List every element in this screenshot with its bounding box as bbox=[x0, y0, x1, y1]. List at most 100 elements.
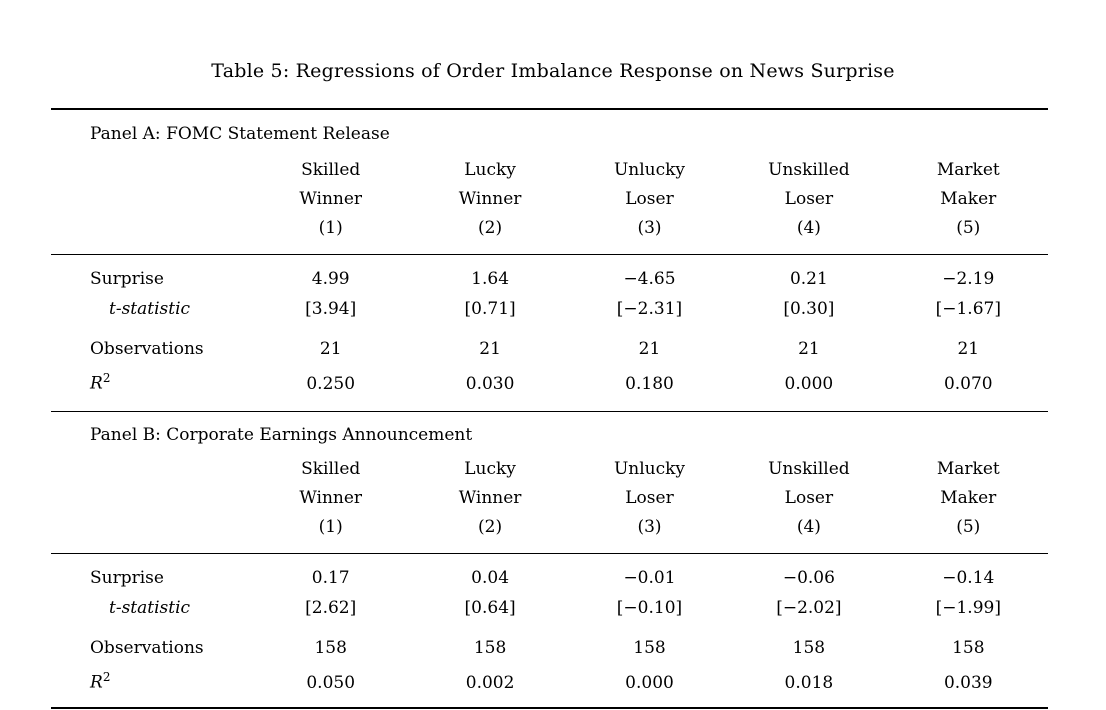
column-number: (4) bbox=[796, 218, 821, 238]
value-cell: 0.17 bbox=[311, 568, 350, 589]
table-row-observations-b: Observations 158 158 158 158 158 bbox=[51, 633, 1048, 663]
value-cell: 158 bbox=[792, 638, 826, 659]
column-header-line1: Unskilled bbox=[768, 459, 850, 480]
column-number: (1) bbox=[318, 218, 343, 238]
r-squared-base: R bbox=[90, 373, 103, 394]
row-label-surprise: Surprise bbox=[90, 269, 164, 289]
table-row-observations-a: Observations 21 21 21 21 21 bbox=[51, 334, 1048, 364]
value-cell: 158 bbox=[473, 638, 507, 659]
value-cell: −2.19 bbox=[942, 269, 995, 289]
column-header-line1: Unskilled bbox=[768, 160, 850, 180]
panel-b-header-rule bbox=[51, 553, 1048, 555]
value-cell: [−1.67] bbox=[935, 299, 1001, 319]
value-cell: 0.039 bbox=[943, 672, 993, 693]
value-cell: 21 bbox=[479, 339, 501, 359]
column-header-unlucky-loser: Unlucky Loser (3) bbox=[570, 455, 729, 542]
panel-a: Panel A: FOMC Statement Release Skilled … bbox=[51, 110, 1048, 411]
value-cell: 0.000 bbox=[784, 373, 834, 394]
column-header-line1: Market bbox=[936, 459, 1000, 480]
value-cell: [0.64] bbox=[464, 598, 516, 619]
column-number: (3) bbox=[637, 218, 662, 238]
panel-b-header-row: Skilled Winner (1) Lucky Winner (2) Unlu… bbox=[51, 455, 1048, 542]
column-header-line2: Loser bbox=[625, 488, 674, 509]
value-cell: [3.94] bbox=[305, 299, 357, 319]
column-header-unskilled-loser: Unskilled Loser (4) bbox=[729, 156, 888, 243]
value-cell: 21 bbox=[798, 339, 820, 359]
panel-a-title: Panel A: FOMC Statement Release bbox=[90, 124, 390, 144]
column-header-market-maker: Market Maker (5) bbox=[889, 156, 1048, 243]
panel-a-header-row: Skilled Winner (1) Lucky Winner (2) Unlu… bbox=[51, 156, 1048, 243]
value-cell: 21 bbox=[638, 339, 661, 359]
column-header-line2: Winner bbox=[458, 488, 522, 509]
column-number: (2) bbox=[478, 517, 503, 538]
column-header-line2: Winner bbox=[299, 189, 363, 209]
column-header-line1: Market bbox=[936, 160, 1000, 180]
column-header-line1: Lucky bbox=[464, 459, 516, 480]
column-header-lucky-winner: Lucky Winner (2) bbox=[410, 156, 569, 243]
table-top-rule bbox=[51, 108, 1048, 110]
row-label-r-squared: R2 bbox=[51, 663, 251, 697]
table-row-tstat-b: t-statistic [2.62] [0.64] [−0.10] [−2.02… bbox=[51, 593, 1048, 623]
column-header-line1: Skilled bbox=[301, 459, 361, 480]
value-cell: [−1.99] bbox=[935, 598, 1001, 619]
column-header-line1: Unlucky bbox=[613, 459, 686, 480]
regression-table: Panel A: FOMC Statement Release Skilled … bbox=[51, 108, 1048, 709]
value-cell: [0.71] bbox=[464, 299, 516, 319]
value-cell: 0.050 bbox=[306, 672, 356, 693]
column-header-line2: Loser bbox=[625, 189, 674, 209]
value-cell: [2.62] bbox=[305, 598, 357, 619]
value-cell: −0.06 bbox=[782, 568, 835, 589]
value-cell: 0.04 bbox=[471, 568, 510, 589]
value-cell: −0.14 bbox=[942, 568, 995, 589]
column-number: (2) bbox=[478, 218, 503, 238]
column-number: (1) bbox=[318, 517, 343, 538]
panel-a-header-rule bbox=[51, 254, 1048, 255]
column-header-line2: Maker bbox=[940, 488, 997, 509]
column-header-line1: Skilled bbox=[301, 160, 361, 180]
value-cell: 0.070 bbox=[943, 373, 993, 394]
column-header-line2: Winner bbox=[458, 189, 522, 209]
column-header-unskilled-loser: Unskilled Loser (4) bbox=[729, 455, 888, 542]
column-number: (4) bbox=[796, 517, 821, 538]
table-row-surprise-a: Surprise 4.99 1.64 −4.65 0.21 −2.19 bbox=[51, 264, 1048, 294]
row-label-observations: Observations bbox=[90, 339, 204, 359]
value-cell: 0.180 bbox=[625, 373, 674, 394]
column-header-line2: Loser bbox=[784, 189, 834, 209]
value-cell: 158 bbox=[633, 638, 666, 659]
panel-b-title: Panel B: Corporate Earnings Announcement bbox=[90, 425, 473, 446]
table-row-surprise-b: Surprise 0.17 0.04 −0.01 −0.06 −0.14 bbox=[51, 563, 1048, 593]
column-number: (5) bbox=[956, 517, 981, 538]
column-header-unlucky-loser: Unlucky Loser (3) bbox=[570, 156, 729, 243]
value-cell: 0.21 bbox=[789, 269, 828, 289]
value-cell: 4.99 bbox=[311, 269, 350, 289]
value-cell: 1.64 bbox=[471, 269, 510, 289]
column-header-line1: Lucky bbox=[464, 160, 516, 180]
row-label-surprise: Surprise bbox=[90, 568, 164, 589]
column-header-line2: Winner bbox=[299, 488, 363, 509]
value-cell: 0.250 bbox=[306, 373, 356, 394]
value-cell: 0.030 bbox=[465, 373, 515, 394]
table-bottom-rule bbox=[51, 706, 1048, 709]
column-header-line1: Unlucky bbox=[613, 160, 686, 180]
table-caption: Table 5: Regressions of Order Imbalance … bbox=[211, 60, 895, 82]
row-label-r-squared: R2 bbox=[51, 364, 251, 398]
value-cell: 0.000 bbox=[625, 672, 674, 693]
value-cell: [−2.31] bbox=[616, 299, 683, 319]
value-cell: 21 bbox=[319, 339, 342, 359]
column-header-skilled-winner: Skilled Winner (1) bbox=[251, 156, 410, 243]
value-cell: 158 bbox=[952, 638, 985, 659]
column-header-skilled-winner: Skilled Winner (1) bbox=[251, 455, 410, 542]
column-header-market-maker: Market Maker (5) bbox=[889, 455, 1048, 542]
column-header-line2: Maker bbox=[940, 189, 997, 209]
table-row-tstat-a: t-statistic [3.94] [0.71] [−2.31] [0.30]… bbox=[51, 294, 1048, 324]
row-label-tstatistic: t-statistic bbox=[109, 299, 191, 319]
table-row-r2-a: R2 0.250 0.030 0.180 0.000 0.070 bbox=[51, 364, 1048, 411]
r-squared-exponent: 2 bbox=[102, 670, 111, 685]
panel-divider-rule bbox=[51, 410, 1048, 413]
value-cell: 21 bbox=[957, 339, 980, 359]
value-cell: [−0.10] bbox=[616, 598, 683, 619]
row-label-tstatistic: t-statistic bbox=[109, 598, 191, 619]
value-cell: [0.30] bbox=[783, 299, 835, 319]
row-label-observations: Observations bbox=[90, 638, 204, 659]
